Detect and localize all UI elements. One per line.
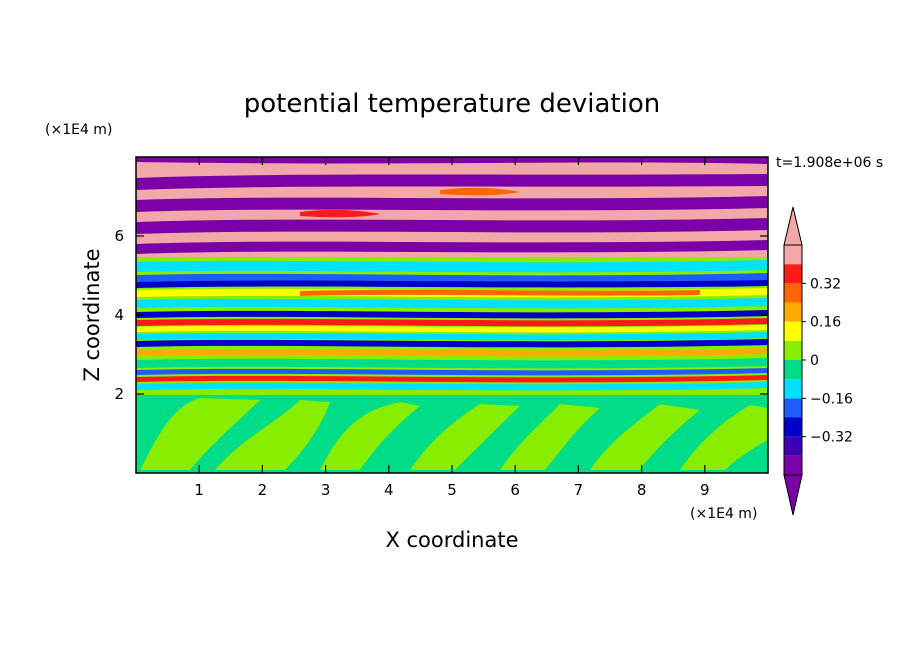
colorbar: 0.32 0.16 0 −0.16 −0.32 (783, 206, 853, 516)
x-tick-label: 6 (510, 481, 520, 499)
mid-band (300, 289, 700, 296)
x-tick-label: 5 (447, 481, 457, 499)
lower-blob (680, 405, 768, 470)
colorbar-label: 0 (810, 353, 819, 369)
mid-band (136, 382, 768, 391)
upper-accent (300, 209, 380, 218)
colorbar-extend-low (783, 474, 803, 516)
x-tick-label: 8 (637, 481, 647, 499)
mid-band (136, 332, 768, 341)
colorbar-segment (784, 302, 802, 322)
colorbar-segment (784, 398, 802, 418)
colorbar-segment (784, 436, 802, 456)
x-tick-label: 1 (194, 481, 204, 499)
upper-accent (440, 187, 520, 196)
mid-band (136, 325, 768, 333)
mid-band (136, 368, 768, 376)
colorbar-segment (784, 283, 802, 303)
y-tick-label: 4 (114, 306, 124, 324)
x-tick-label: 7 (574, 481, 584, 499)
upper-band (136, 196, 768, 212)
mid-band (136, 298, 768, 309)
mid-band (136, 260, 768, 273)
colorbar-segment (784, 417, 802, 437)
y-axis-label: Z coordinate (80, 248, 104, 381)
x-axis-label: X coordinate (385, 528, 518, 552)
mid-band (136, 358, 768, 369)
colorbar-segment (784, 455, 802, 475)
colorbar-segment (784, 245, 802, 265)
chart-title: potential temperature deviation (244, 89, 660, 119)
mid-band (136, 310, 768, 319)
colorbar-label: 0.16 (810, 315, 841, 331)
colorbar-segment (784, 321, 802, 341)
lower-blob (590, 404, 700, 470)
time-label: t=1.908e+06 s (776, 155, 883, 171)
y-tick-label: 6 (114, 227, 124, 245)
colorbar-segment (784, 379, 802, 399)
colorbar-label: −0.32 (810, 430, 853, 446)
y-unit-label: (×1E4 m) (45, 122, 112, 138)
lower-blob (410, 404, 520, 470)
x-unit-label: (×1E4 m) (690, 506, 757, 522)
lower-blob (500, 404, 600, 470)
y-axis: 2 4 6 (114, 227, 768, 403)
colorbar-extend-high (783, 206, 803, 246)
colorbar-segment (784, 264, 802, 284)
mid-band (136, 375, 768, 383)
y-tick-label: 2 (114, 385, 124, 403)
upper-band (136, 240, 768, 254)
upper-band (136, 174, 768, 190)
mid-band (136, 280, 768, 288)
upper-band (136, 218, 768, 234)
colorbar-label: −0.16 (810, 391, 853, 407)
mid-band (136, 348, 768, 357)
mid-band (136, 318, 768, 327)
lower-blob (215, 400, 330, 470)
contour-field (136, 157, 768, 473)
colorbar-segment (784, 360, 802, 380)
lower-blob (320, 402, 420, 470)
colorbar-segment (784, 340, 802, 360)
mid-band (136, 339, 768, 348)
x-tick-label: 9 (700, 481, 710, 499)
x-tick-label: 2 (258, 481, 268, 499)
x-tick-label: 3 (321, 481, 331, 499)
x-axis: 1 2 3 4 5 6 7 8 9 (194, 157, 710, 499)
lower-blob (140, 398, 260, 470)
x-tick-label: 4 (384, 481, 394, 499)
colorbar-label: 0.32 (810, 276, 841, 292)
